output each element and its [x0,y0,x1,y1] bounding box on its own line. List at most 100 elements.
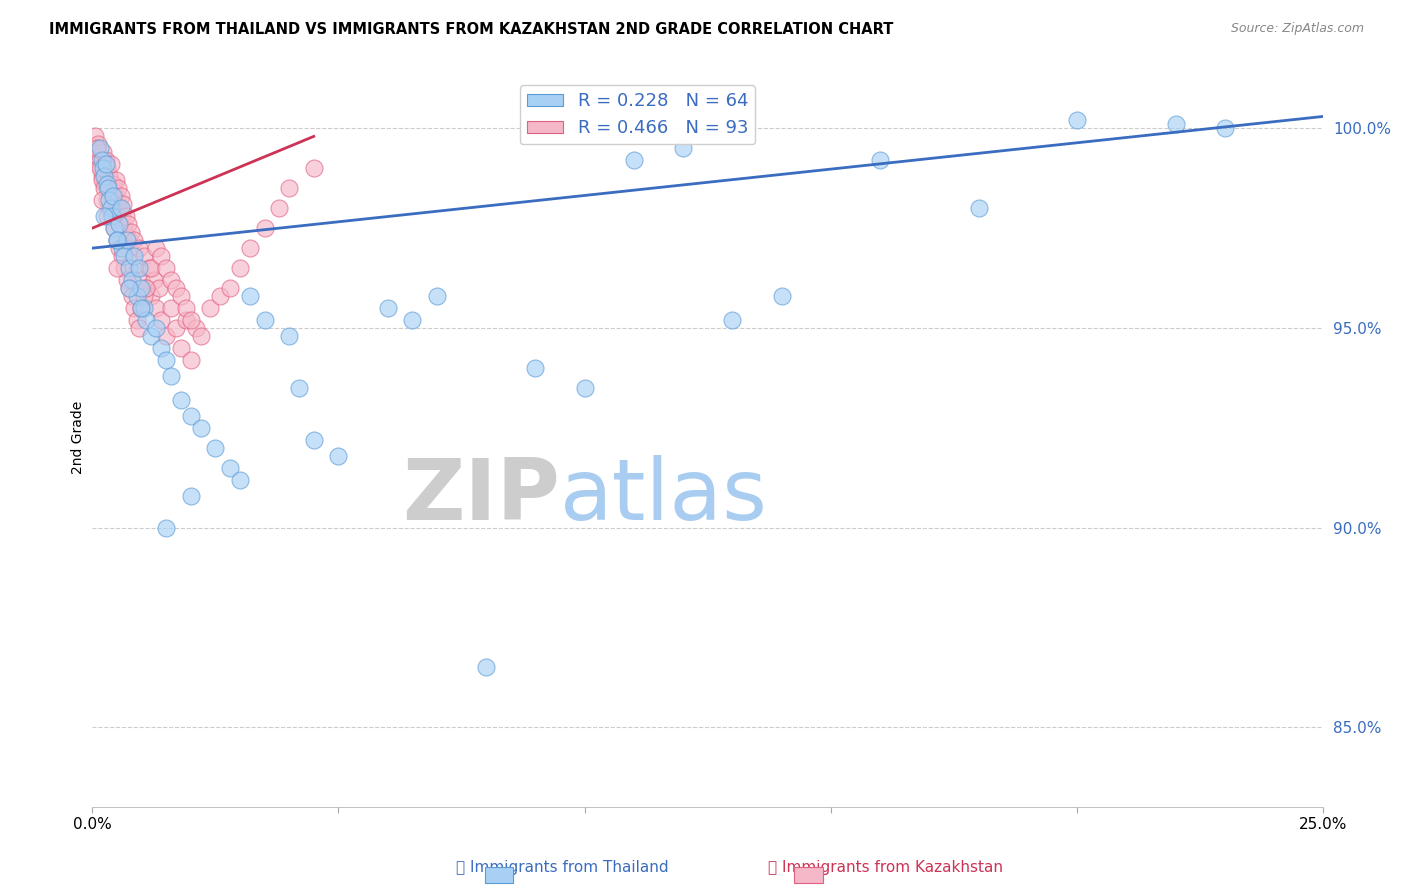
Point [160,273,183,287]
Point [94,153,117,168]
Point [94,157,117,171]
Point [111,249,134,263]
Point [574,381,596,395]
Point [131,301,153,315]
Point [107,181,129,195]
Point [89,161,111,176]
Point [524,360,547,375]
Point [132,249,155,263]
Point [132,301,155,315]
Point [101,189,124,203]
Point [770,289,793,303]
Point [96,209,118,223]
Y-axis label: 2nd Grade: 2nd Grade [72,401,86,475]
Legend: R = 0.228   N = 64, R = 0.466   N = 93: R = 0.228 N = 64, R = 0.466 N = 93 [520,85,755,145]
Text: IMMIGRANTS FROM THAILAND VS IMMIGRANTS FROM KAZAKHSTAN 2ND GRADE CORRELATION CHA: IMMIGRANTS FROM THAILAND VS IMMIGRANTS F… [49,22,894,37]
Point [104,173,127,187]
Point [148,281,170,295]
Point [93,181,115,195]
Point [302,161,325,176]
Point [401,313,423,327]
Point [98,193,121,207]
Point [170,289,193,303]
Point [204,441,226,455]
Point [141,329,163,343]
Point [118,261,141,276]
Point [91,153,114,168]
Point [91,145,114,160]
Point [138,261,160,276]
Point [112,221,135,235]
Point [105,261,128,276]
Point [135,281,157,295]
Point [328,449,350,463]
Point [150,313,173,327]
Point [145,301,167,315]
Point [108,201,131,215]
Point [122,249,145,263]
Point [111,209,134,223]
Point [120,225,142,239]
Point [121,273,143,287]
Point [125,289,148,303]
Point [155,261,177,276]
Point [101,209,124,223]
Point [142,273,165,287]
Point [180,409,202,423]
Point [128,241,150,255]
Point [967,201,990,215]
Point [121,289,143,303]
Point [97,181,120,195]
Point [150,341,173,355]
Text: ZIP: ZIP [402,455,560,539]
Point [721,313,744,327]
Point [165,321,187,335]
Point [253,313,276,327]
Point [108,241,131,255]
Text: Source: ZipAtlas.com: Source: ZipAtlas.com [1230,22,1364,36]
Point [90,161,112,176]
Point [96,193,118,207]
Point [180,489,202,503]
Point [97,181,120,195]
Point [125,261,148,276]
Point [105,233,128,247]
Text: atlas: atlas [560,455,768,539]
Point [253,221,276,235]
Point [1164,117,1187,131]
Point [98,169,121,184]
Point [128,321,150,335]
Point [377,301,399,315]
Point [91,161,114,176]
Point [1213,121,1236,136]
Point [155,352,177,367]
Point [100,201,122,215]
Point [180,352,202,367]
Point [101,189,124,203]
Point [302,433,325,447]
Point [118,281,141,295]
Point [180,313,202,327]
Point [150,249,173,263]
Point [105,233,128,247]
Point [108,217,131,231]
Point [122,233,145,247]
Point [89,141,111,155]
Point [86,149,108,163]
Point [114,209,136,223]
Point [141,289,163,303]
Point [103,221,125,235]
Point [105,233,128,247]
Point [111,197,134,211]
Point [426,289,449,303]
Point [160,368,183,383]
Point [1066,113,1088,128]
Point [96,178,118,192]
Point [229,261,252,276]
Point [115,273,138,287]
Point [91,193,114,207]
Point [115,233,138,247]
Point [84,141,107,155]
Point [170,341,193,355]
Point [190,421,212,435]
